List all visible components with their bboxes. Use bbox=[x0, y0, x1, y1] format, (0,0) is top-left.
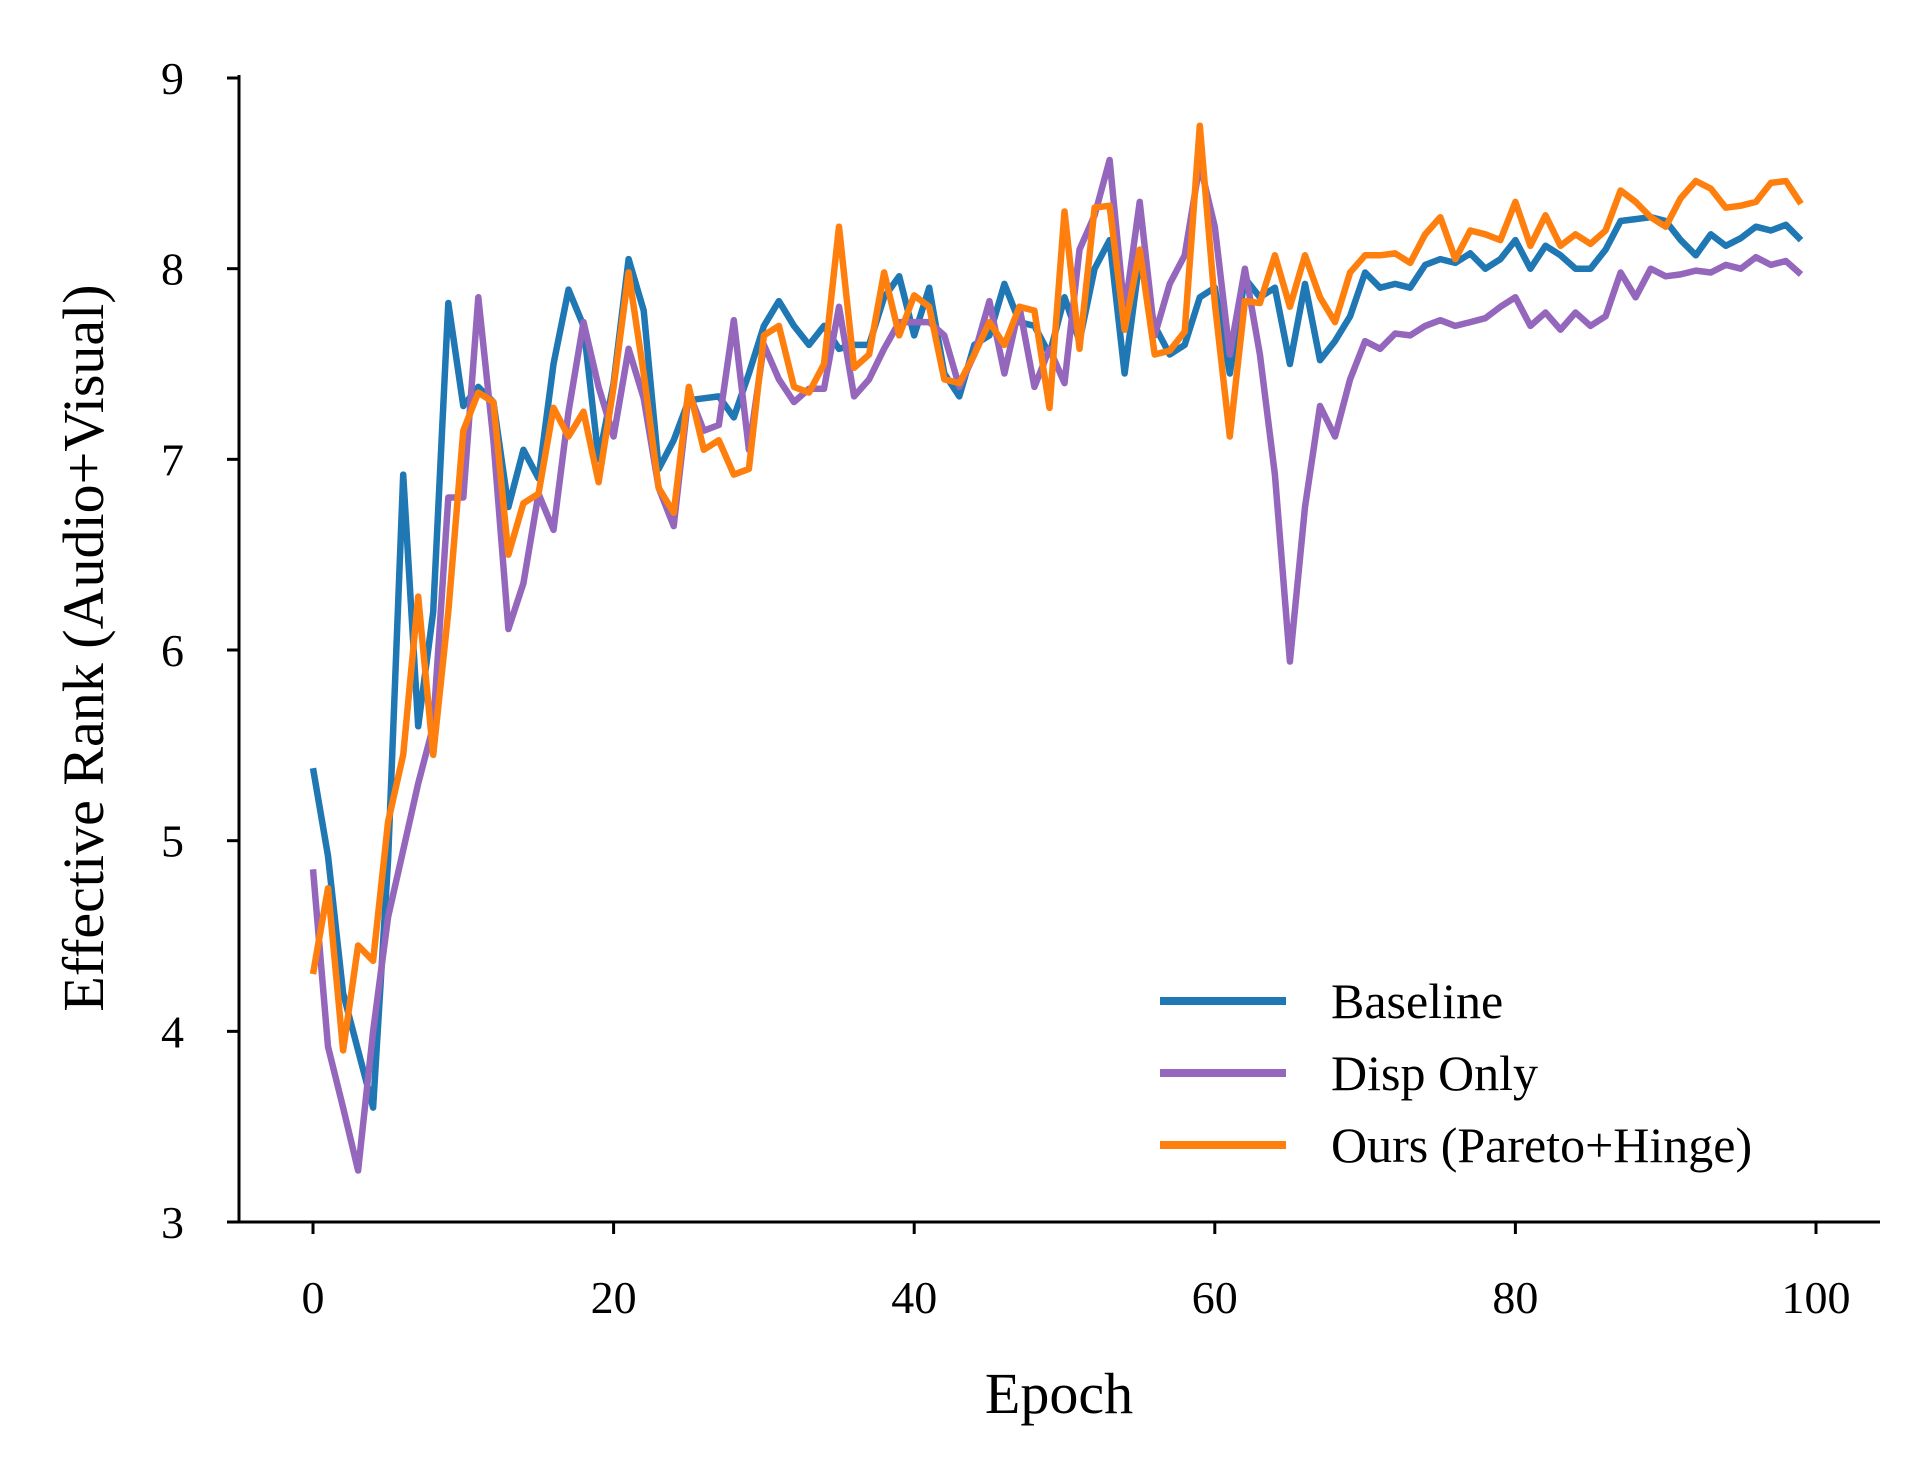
x-tick-label: 40 bbox=[891, 1272, 937, 1323]
x-axis-title: Epoch bbox=[985, 1361, 1133, 1426]
y-tick-label: 5 bbox=[161, 816, 184, 867]
x-tick-label: 20 bbox=[591, 1272, 637, 1323]
y-tick-label: 6 bbox=[161, 625, 184, 676]
y-tick-label: 7 bbox=[161, 434, 184, 485]
series-layer bbox=[309, 122, 1804, 1174]
series-line-disp-only bbox=[309, 156, 1804, 1174]
y-tick-label: 8 bbox=[161, 244, 184, 295]
x-tick-label: 100 bbox=[1782, 1272, 1851, 1323]
legend-label: Baseline bbox=[1331, 973, 1503, 1029]
y-axis-title: Effective Rank (Audio+Visual) bbox=[51, 284, 116, 1011]
legend: Baseline Disp Only Ours (Pareto+Hinge) bbox=[1160, 973, 1752, 1173]
y-tick-label: 9 bbox=[161, 53, 184, 104]
x-tick-label: 80 bbox=[1492, 1272, 1538, 1323]
y-tick-label: 3 bbox=[161, 1197, 184, 1248]
y-tick-label: 4 bbox=[161, 1006, 184, 1057]
legend-label: Ours (Pareto+Hinge) bbox=[1331, 1117, 1752, 1173]
x-tick-label: 60 bbox=[1192, 1272, 1238, 1323]
x-tick-label: 0 bbox=[302, 1272, 325, 1323]
series-line-ours-pareto-hinge bbox=[309, 122, 1804, 1054]
legend-label: Disp Only bbox=[1331, 1045, 1538, 1101]
ticks: 0 20 40 60 80 100 3 4 5 6 7 8 9 bbox=[161, 53, 1851, 1323]
